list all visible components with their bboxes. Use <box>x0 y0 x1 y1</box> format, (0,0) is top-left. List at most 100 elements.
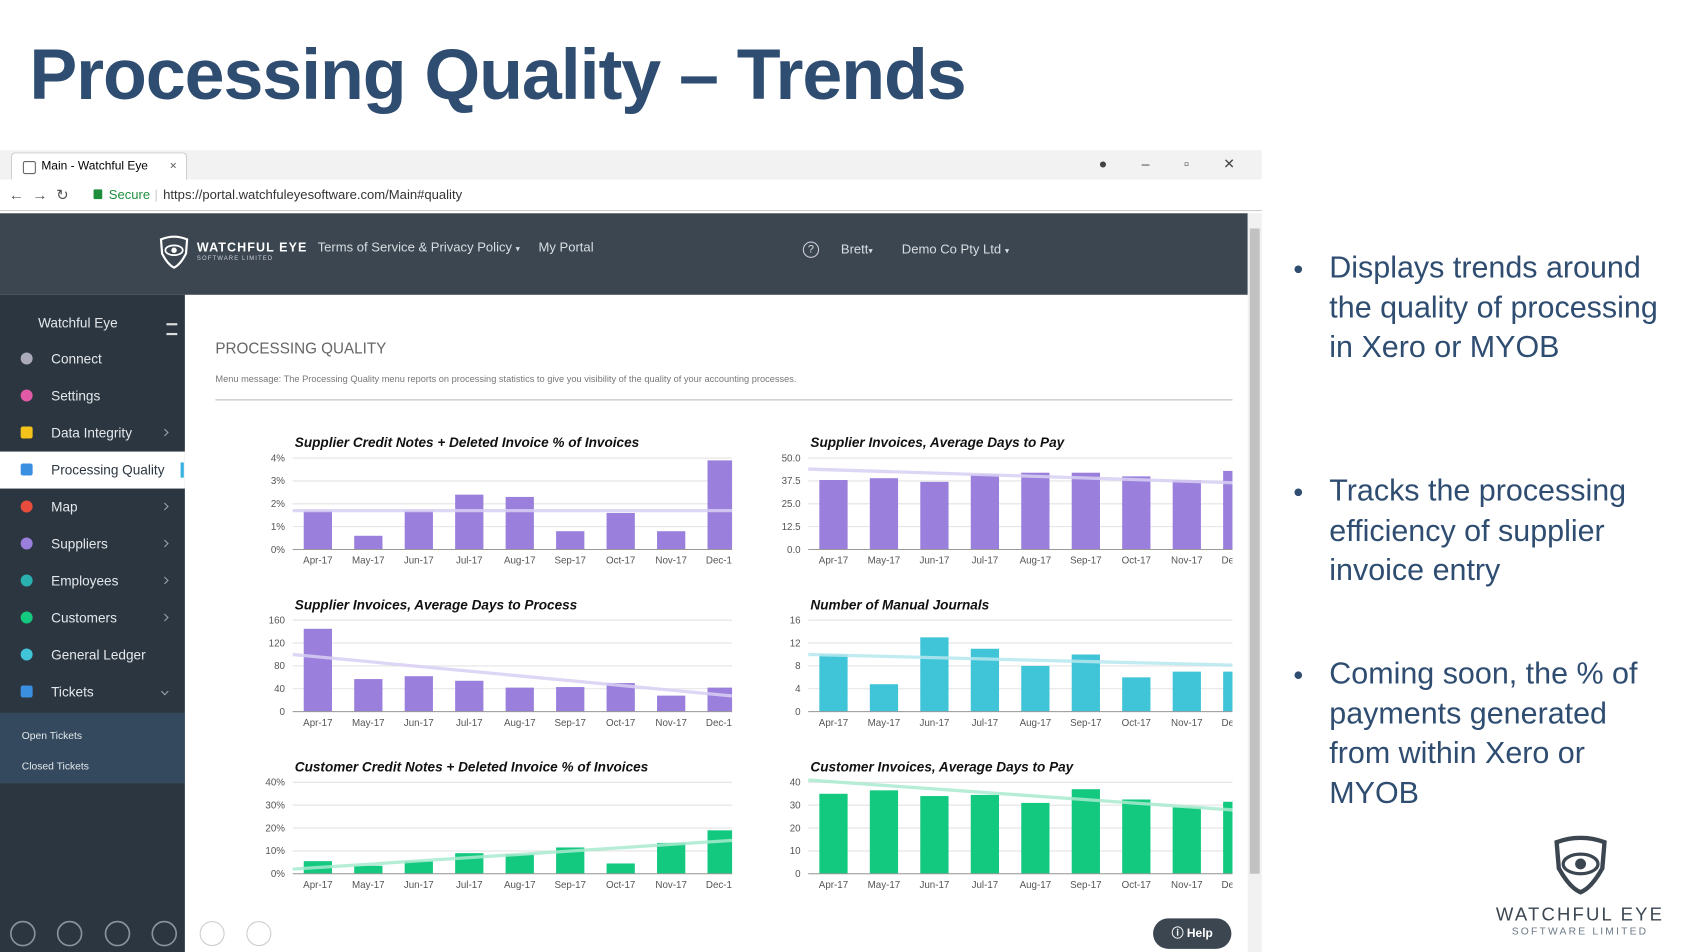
y-tick-label: 4% <box>271 453 285 464</box>
nav-link[interactable]: Terms of Service & Privacy Policy ▾ <box>317 239 521 255</box>
menu-label: Tickets <box>51 684 94 700</box>
bar <box>970 474 1000 550</box>
help-icon[interactable]: ? <box>802 241 820 258</box>
page-heading: PROCESSING QUALITY <box>215 339 387 357</box>
y-tick-label: 12.5 <box>782 522 802 533</box>
chart: Customer Credit Notes + Deleted Invoice … <box>265 759 733 891</box>
tab-close[interactable]: × <box>169 159 177 174</box>
bar <box>869 684 899 712</box>
content-tools[interactable] <box>196 919 294 947</box>
bar <box>920 796 949 874</box>
icon <box>20 685 33 698</box>
bar <box>707 460 733 550</box>
sidebar-tools[interactable] <box>0 915 185 952</box>
bullet: Displays trends around the quality of pr… <box>1294 248 1666 367</box>
menu-item[interactable]: Settings <box>0 378 185 415</box>
company-menu[interactable]: Demo Co Pty Ltd ▾ <box>901 241 1010 257</box>
scrollbar[interactable] <box>1247 213 1262 952</box>
address-bar: ← → ↻ Secure | https://portal.watchfuley… <box>0 179 1262 212</box>
icon <box>20 463 33 476</box>
x-tick-label: Jul-17 <box>972 718 999 729</box>
y-tick-label: 120 <box>269 638 286 649</box>
bar <box>1071 654 1100 712</box>
bar <box>505 496 534 550</box>
y-tick-label: 4 <box>795 684 801 695</box>
x-tick-label: Apr-17 <box>303 718 332 729</box>
menu-item[interactable]: General Ledger <box>0 637 185 674</box>
y-tick-label: 0 <box>795 869 801 880</box>
icon <box>20 648 33 661</box>
y-tick-label: 8 <box>795 661 801 672</box>
menu-item-active[interactable]: Processing Quality <box>0 451 185 489</box>
menu-item[interactable]: Tickets <box>0 674 185 711</box>
window-controls[interactable]: ● – ▫ ✕ <box>1098 155 1236 172</box>
x-tick-label: Jun-17 <box>404 880 434 891</box>
bar <box>354 535 383 550</box>
x-tick-label: May-17 <box>352 718 385 729</box>
x-tick-label: Dec-17 <box>1222 718 1233 729</box>
nav-buttons[interactable]: ← → ↻ <box>8 186 69 204</box>
menu-item[interactable]: Customers <box>0 600 185 637</box>
menu-item[interactable]: Suppliers <box>0 526 185 563</box>
bar <box>970 794 1000 874</box>
x-tick-label: Sep-17 <box>554 556 586 567</box>
x-tick-label: May-17 <box>868 880 901 891</box>
user-menu[interactable]: Brett▾ <box>840 241 873 257</box>
icon <box>160 502 169 511</box>
bar <box>1021 665 1050 712</box>
y-tick-label: 10% <box>265 846 285 857</box>
help-button[interactable]: ⓘ Help <box>1153 918 1232 949</box>
nav-link[interactable]: My Portal <box>538 239 594 255</box>
menu-label: Data Integrity <box>51 425 132 441</box>
bar <box>606 863 635 874</box>
bullet: Coming soon, the % of payments generated… <box>1294 654 1666 813</box>
user-name: Brett <box>840 241 869 257</box>
bar <box>404 861 433 874</box>
bar <box>1223 671 1233 712</box>
url[interactable]: https://portal.watchfuleyesoftware.com/M… <box>163 187 463 203</box>
trend-line <box>292 652 733 698</box>
scroll-thumb[interactable] <box>1249 228 1260 874</box>
bar <box>404 510 433 550</box>
y-tick-label: 12 <box>790 638 801 649</box>
menu-item[interactable]: Map <box>0 489 185 526</box>
x-tick-label: Apr-17 <box>819 556 848 567</box>
bar <box>303 628 332 712</box>
x-tick-label: Jul-17 <box>456 556 483 567</box>
bar <box>556 531 585 550</box>
icon <box>20 389 33 402</box>
bar <box>1172 480 1201 550</box>
menu-toggle[interactable] <box>166 323 178 336</box>
bar <box>556 687 585 712</box>
x-tick-label: Sep-17 <box>1070 880 1102 891</box>
submenu-item[interactable]: Closed Tickets <box>21 760 89 773</box>
x-tick-label: Nov-17 <box>655 556 687 567</box>
chart-title: Supplier Invoices, Average Days to Pay <box>810 435 1065 450</box>
chart-title: Supplier Invoices, Average Days to Proce… <box>295 597 578 612</box>
x-tick-label: Oct-17 <box>1122 718 1151 729</box>
y-tick-label: 80 <box>274 661 285 672</box>
y-tick-label: 20 <box>790 823 801 834</box>
logo-subtext: SOFTWARE LIMITED <box>1511 925 1649 938</box>
x-tick-label: Apr-17 <box>303 880 332 891</box>
trend-line <box>808 467 1233 485</box>
x-tick-label: Aug-17 <box>1020 718 1052 729</box>
bar <box>1223 801 1233 874</box>
bar <box>1172 671 1201 712</box>
menu-item[interactable]: Employees <box>0 563 185 600</box>
y-tick-label: 0 <box>795 707 801 718</box>
x-tick-label: Dec-17 <box>706 880 732 891</box>
bar <box>455 494 484 550</box>
trend-line <box>808 652 1233 667</box>
x-tick-label: Oct-17 <box>606 880 635 891</box>
icon <box>20 500 33 513</box>
menu-item[interactable]: Connect <box>0 341 185 378</box>
x-tick-label: Dec-17 <box>1222 880 1233 891</box>
x-tick-label: Aug-17 <box>504 880 536 891</box>
browser-tab[interactable]: Main - Watchful Eye × <box>10 152 188 181</box>
bar <box>354 865 383 874</box>
separator: | <box>154 187 158 203</box>
bar <box>819 480 848 550</box>
submenu-item[interactable]: Open Tickets <box>21 730 83 743</box>
menu-item[interactable]: Data Integrity <box>0 415 185 452</box>
